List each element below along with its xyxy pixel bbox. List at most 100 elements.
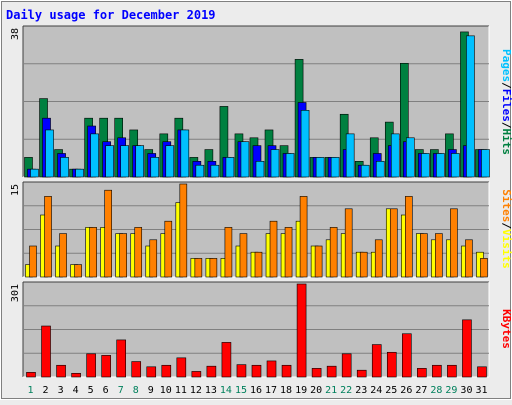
bar-pages-day-31 (481, 149, 490, 178)
x-tick-label-day-26: 26 (400, 385, 412, 396)
y-max-label: 301 (10, 284, 21, 302)
bar-kbytes-day-24 (371, 344, 382, 378)
legend-separator: / (500, 82, 512, 89)
bar-pages-day-21 (330, 157, 340, 178)
legend-middle: Sites/Visits (500, 189, 512, 269)
chart-title: Daily usage for December 2019 (6, 8, 216, 22)
bar-sites-day-5 (89, 227, 97, 278)
bar-sites-day-15 (239, 233, 248, 278)
bar-kbytes-day-22 (341, 353, 352, 378)
bar-sites-day-16 (254, 251, 263, 278)
bar-pages-day-25 (390, 133, 400, 178)
bar-sites-day-23 (359, 251, 368, 278)
legend-hits: Hits (500, 129, 512, 156)
bar-sites-day-27 (420, 233, 428, 278)
bar-sites-day-28 (435, 233, 443, 278)
legend-kbytes: KBytes (500, 309, 512, 349)
x-tick-label-day-23: 23 (355, 385, 367, 396)
bar-kbytes-day-12 (191, 371, 202, 378)
y-max-label: 15 (10, 184, 21, 196)
bar-pages-day-15 (240, 141, 250, 178)
legend-pages: Pages (500, 49, 512, 82)
bar-kbytes-day-9 (146, 366, 157, 378)
panel-top: 38 Pages/Files/Hits (10, 25, 512, 178)
x-tick-label-day-16: 16 (250, 385, 262, 396)
bar-kbytes-day-17 (266, 360, 277, 378)
bar-kbytes-day-5 (86, 353, 96, 378)
x-tick-label-day-31: 31 (475, 385, 487, 396)
x-tick-label-day-12: 12 (190, 385, 202, 396)
x-tick-label-day-11: 11 (175, 385, 187, 396)
bar-pages-day-30 (466, 35, 475, 178)
bar-pages-day-22 (345, 133, 355, 178)
bar-pages-day-8 (135, 145, 145, 178)
legend-separator: / (500, 122, 512, 129)
x-tick-label-day-27: 27 (415, 385, 427, 396)
bar-kbytes-day-21 (326, 365, 337, 378)
x-tick-label-day-30: 30 (460, 385, 472, 396)
bar-pages-day-26 (406, 137, 415, 178)
x-tick-label-day-24: 24 (370, 385, 382, 396)
bar-pages-day-3 (60, 157, 69, 178)
x-tick-label-day-4: 4 (73, 385, 79, 396)
bar-pages-day-16 (255, 161, 265, 178)
x-tick-label-day-3: 3 (58, 385, 64, 396)
bar-sites-day-11 (179, 183, 188, 278)
bar-pages-day-5 (90, 133, 99, 178)
bar-kbytes-day-27 (417, 368, 427, 378)
legend-top: Pages/Files/Hits (500, 49, 512, 155)
x-tick-label-day-28: 28 (430, 385, 442, 396)
x-tick-label-day-9: 9 (148, 385, 154, 396)
bar-pages-day-10 (165, 145, 175, 178)
bar-sites-day-3 (59, 233, 67, 278)
panel-bottom: 301 KBytes (10, 281, 512, 378)
x-tick-label-day-22: 22 (340, 385, 352, 396)
bar-pages-day-28 (436, 153, 445, 178)
bar-pages-day-19 (300, 110, 310, 178)
bar-sites-day-6 (104, 189, 112, 278)
bar-kbytes-day-7 (116, 339, 126, 378)
frame-inner-dark (1, 1, 511, 399)
bar-kbytes-day-29 (447, 364, 457, 378)
bar-pages-day-7 (120, 145, 129, 178)
bar-sites-day-2 (44, 196, 52, 278)
bar-kbytes-day-3 (56, 364, 66, 378)
bar-kbytes-day-16 (251, 364, 262, 378)
bar-pages-day-4 (75, 168, 84, 178)
bar-kbytes-day-28 (432, 364, 442, 378)
x-tick-label-day-5: 5 (88, 385, 94, 396)
bar-sites-day-4 (74, 264, 82, 278)
bar-pages-day-13 (210, 164, 220, 178)
x-tick-label-day-21: 21 (325, 385, 337, 396)
bar-pages-day-1 (30, 168, 39, 178)
x-tick-label-day-18: 18 (280, 385, 292, 396)
bar-sites-day-13 (209, 258, 218, 278)
bar-sites-day-30 (465, 239, 473, 278)
bar-sites-day-18 (284, 227, 293, 278)
bar-sites-day-7 (119, 233, 127, 278)
bar-kbytes-day-4 (71, 372, 81, 378)
bar-pages-day-6 (105, 145, 114, 178)
bar-sites-day-9 (149, 239, 158, 278)
bar-kbytes-day-25 (386, 351, 397, 378)
bar-kbytes-day-30 (462, 319, 472, 378)
bar-sites-day-1 (29, 245, 37, 278)
bar-sites-day-12 (194, 258, 203, 278)
x-tick-label-day-2: 2 (43, 385, 49, 396)
bar-sites-day-22 (344, 208, 353, 278)
x-tick-label-day-10: 10 (160, 385, 172, 396)
bar-pages-day-24 (375, 161, 385, 178)
bar-sites-day-10 (164, 220, 173, 278)
bar-kbytes-day-13 (206, 365, 217, 378)
x-tick-label-day-19: 19 (295, 385, 307, 396)
bar-pages-day-2 (45, 129, 54, 178)
bar-sites-day-17 (269, 220, 278, 278)
bar-pages-day-11 (180, 129, 190, 178)
bar-kbytes-day-23 (356, 369, 367, 378)
bar-kbytes-day-15 (236, 364, 247, 378)
y-max-label: 38 (10, 28, 21, 40)
bar-sites-day-25 (389, 208, 398, 278)
x-tick-label-day-6: 6 (103, 385, 109, 396)
legend-sites: Sites (500, 189, 512, 222)
